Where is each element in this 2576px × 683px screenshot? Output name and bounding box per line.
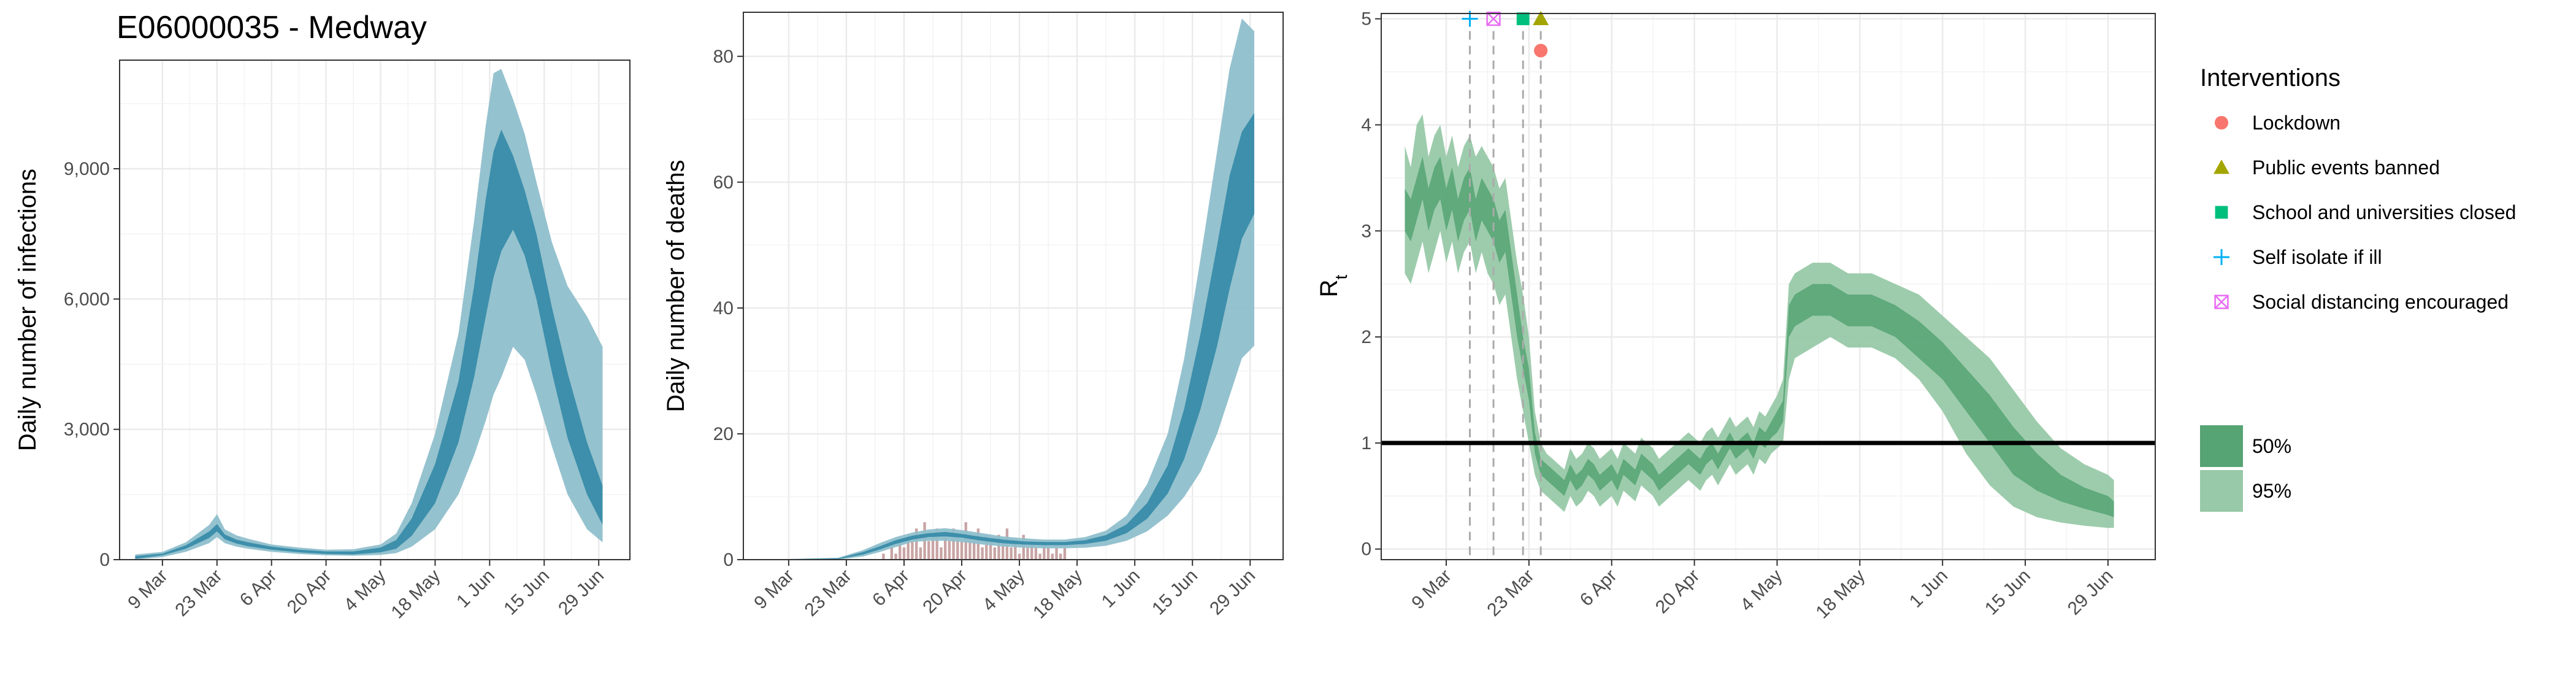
rt-y-tick-label: 0 [1361,539,1371,560]
observed-death-bar [1033,546,1038,560]
legend-intervals: 50% 95% [2200,425,2291,512]
observed-death-bar [939,546,943,560]
observed-death-bar [881,553,886,560]
boxed-x-icon [2214,295,2229,309]
observed-death-bar [894,553,898,560]
infections-band-50 [135,129,603,559]
deaths-y-tick-label: 80 [713,47,734,67]
rt-y-tick-label: 5 [1361,9,1371,29]
observed-death-bar [927,540,931,560]
rt-y-axis-label-sub: t [1332,274,1351,279]
legend-interventions: Lockdown Public events banned School and u… [2214,112,2516,313]
infections-y-tick-label: 6,000 [64,289,110,309]
observed-death-bar [902,546,907,560]
rt-y-tick-label: 4 [1361,115,1371,135]
legend-interval-item: 95% [2200,470,2291,512]
observed-death-bar [1009,546,1013,560]
observed-death-bar [1062,546,1067,560]
rt-panel-border [1381,13,2156,560]
marker-circle-icon [1534,44,1548,58]
deaths-panel-border [743,12,1284,560]
legend-interventions-title: Interventions [2200,64,2340,91]
infections-y-ticks: 0 3,000 6,000 9,000 [64,159,120,570]
infections-y-tick-label: 3,000 [64,420,110,440]
legend-swatch [2200,470,2243,512]
figure-title: E06000035 - Medway [117,10,427,45]
legend-item: School and universities closed [2215,201,2516,223]
legend-interval-label: 50% [2252,435,2291,457]
legend-item: Self isolate if ill [2214,246,2382,268]
deaths-y-tick-label: 0 [723,550,734,570]
legend-item: Public events banned [2214,156,2440,179]
rt-y-axis-label: Rt [1316,274,1351,297]
legend-interval-item: 50% [2200,425,2291,467]
marker-triangle-icon [1533,10,1549,26]
infections-y-tick-label: 9,000 [64,159,110,179]
legend-item: Lockdown [2214,112,2340,134]
deaths-y-tick-label: 60 [713,172,734,193]
infections-band-95 [135,69,603,560]
legend-item: Social distancing encouraged [2214,291,2509,313]
observed-death-bar [992,546,997,560]
triangle-icon [2214,160,2229,174]
rt-band-50 [1405,156,2114,517]
rt-y-axis-label-main: R [1316,279,1343,297]
observed-death-bar [947,540,952,560]
infections-panel-border [119,60,631,560]
observed-death-bar [1046,546,1051,560]
observed-death-bar [980,546,984,560]
observed-death-bar [1054,546,1059,560]
marker-square-icon [1516,12,1530,26]
deaths-grid [743,12,1283,561]
rt-intervention-markers [1462,10,1549,58]
deaths-y-axis-label: Daily number of deaths [662,160,689,412]
marker-boxed-x-icon [1486,11,1501,26]
infections-y-axis-label: Daily number of infections [14,169,41,451]
deaths-y-tick-label: 40 [713,298,734,318]
legend-item-label: School and universities closed [2252,201,2516,223]
legend-interval-label: 95% [2252,480,2291,502]
infections-bands [135,69,603,560]
observed-death-bar [959,540,964,560]
infections-y-tick-label: 0 [99,550,110,570]
legend-item-label: Public events banned [2252,156,2440,179]
legend: Interventions Lockdown Public events bann… [2200,64,2516,512]
observed-death-bar [1038,553,1042,560]
rt-y-ticks: 0 1 2 3 4 5 [1361,9,1381,560]
observed-death-bar [1025,546,1030,560]
observed-death-bar [1017,553,1022,560]
rt-y-tick-label: 3 [1361,221,1371,241]
circle-icon [2214,115,2229,130]
observed-death-bar [889,546,894,560]
square-icon [2215,206,2228,219]
observed-death-bar [1050,553,1055,560]
observed-death-bar [918,546,923,560]
observed-death-bar [910,540,914,560]
plus-icon [2214,249,2229,265]
deaths-y-tick-label: 20 [713,424,734,444]
rt-y-tick-label: 2 [1361,327,1371,347]
legend-item-label: Lockdown [2252,112,2340,134]
deaths-y-ticks: 0 20 40 60 80 [713,47,743,570]
observed-death-bar [1059,553,1063,560]
legend-item-label: Social distancing encouraged [2252,291,2509,313]
legend-swatch [2200,425,2243,467]
legend-item-label: Self isolate if ill [2252,246,2382,268]
rt-y-tick-label: 1 [1361,433,1371,453]
